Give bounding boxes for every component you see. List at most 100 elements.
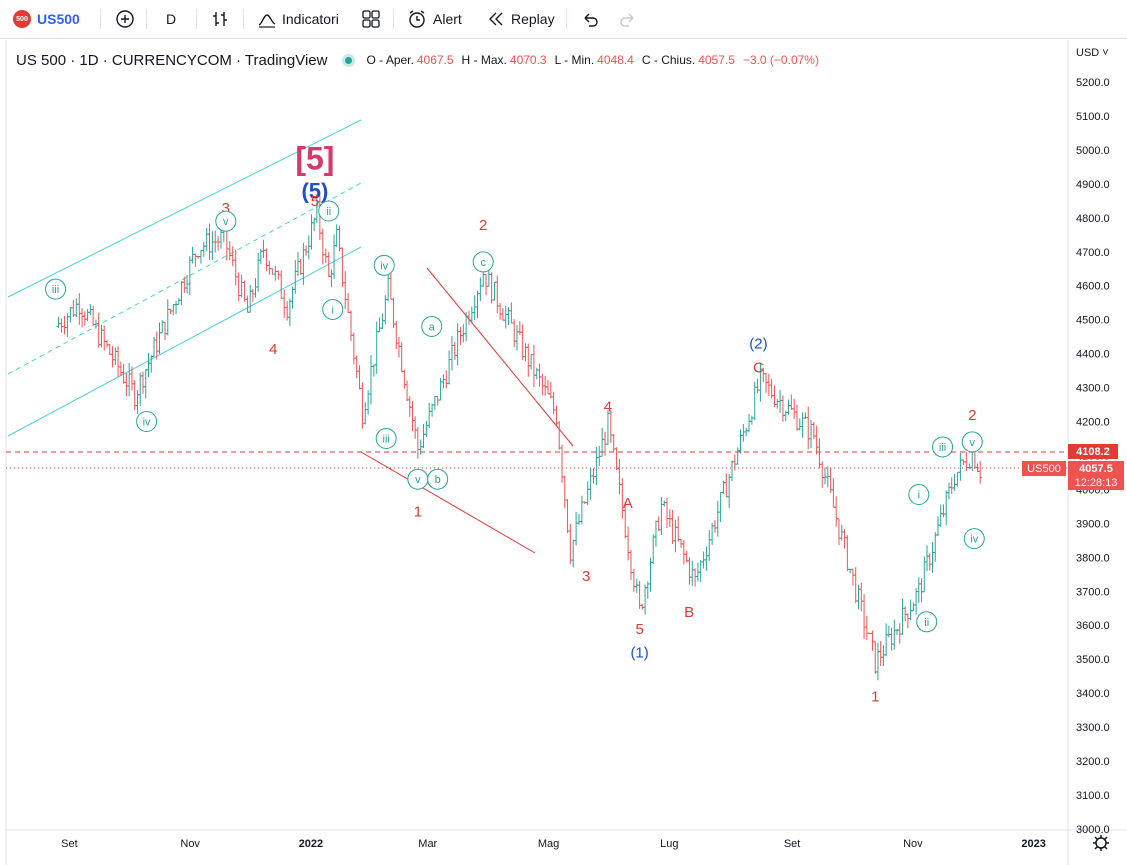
wave-label-circle[interactable] <box>963 528 985 550</box>
symbol-search-button[interactable]: 500 US500 <box>13 6 80 32</box>
price-tick-label: 3500.0 <box>1076 654 1110 666</box>
wave-label-circle[interactable] <box>908 483 930 505</box>
wave-label[interactable]: iv <box>143 417 151 429</box>
wave-label[interactable]: [5] <box>295 141 334 177</box>
wave-label[interactable]: C <box>753 359 764 376</box>
chart-type-button[interactable] <box>210 6 232 32</box>
price-tick-label: 4700.0 <box>1076 247 1110 259</box>
wave-label[interactable]: B <box>684 604 694 621</box>
top-toolbar: 500 US500 D Indicatori Alert Replay <box>0 0 1127 39</box>
market-status-dot[interactable] <box>345 56 353 64</box>
wave-label[interactable]: v <box>970 437 976 449</box>
wave-label[interactable]: iv <box>380 260 388 272</box>
channel-lower-line[interactable] <box>7 246 362 437</box>
wave-label[interactable]: (2) <box>749 336 767 353</box>
wave-label[interactable]: c <box>480 257 486 269</box>
grid-layout-icon <box>362 10 380 28</box>
wave-label[interactable]: iv <box>970 534 978 546</box>
channel-upper-line[interactable] <box>7 119 362 298</box>
wave-label[interactable]: 1 <box>414 504 422 521</box>
chart-settings-button[interactable] <box>1093 835 1109 851</box>
wave-label[interactable]: 4 <box>269 341 277 358</box>
time-tick-label: Set <box>61 838 78 850</box>
wave-label-circle[interactable] <box>136 411 158 432</box>
toolbar-divider <box>566 9 567 29</box>
currency-selector[interactable]: USD ˅ <box>1076 47 1109 59</box>
chart-title[interactable]: US 500 · 1D · CURRENCYCOM · TradingView <box>16 51 328 69</box>
toolbar-divider <box>393 9 394 29</box>
wave-label[interactable]: A <box>623 495 633 512</box>
wave-label[interactable]: 3 <box>582 568 590 585</box>
indicators-button[interactable]: Indicatori <box>256 6 339 32</box>
price-tick-label: 3100.0 <box>1076 790 1110 802</box>
wave-label-circle[interactable] <box>322 298 344 320</box>
price-tick-label: 4900.0 <box>1076 179 1110 191</box>
toolbar-divider <box>243 9 244 29</box>
wave-label[interactable]: 4 <box>604 398 612 415</box>
wave-label-circle[interactable] <box>961 431 983 453</box>
bars-chart-icon <box>213 12 227 26</box>
low-value: 4048.4 <box>597 53 634 67</box>
wave-label[interactable]: 2 <box>968 407 976 424</box>
wave-label[interactable]: 5 <box>635 621 643 638</box>
interval-button[interactable]: D <box>166 6 176 32</box>
elliott-wave-labels[interactable]: [5](5)53viiiii4iviiviiiav1b2c43A5(1)B(2)… <box>45 141 985 706</box>
undo-button[interactable] <box>580 6 600 32</box>
wave-label-circle[interactable] <box>421 315 443 337</box>
compare-symbol-button[interactable] <box>114 6 136 32</box>
toolbar-divider <box>146 9 147 29</box>
wave-label[interactable]: v <box>415 474 421 486</box>
wave-label[interactable]: (1) <box>630 645 648 662</box>
wave-label-circle[interactable] <box>472 251 494 273</box>
time-axis[interactable]: Set Nov 2022 Mar Mag Lug Set Nov 2023 <box>61 838 1046 850</box>
wave-label[interactable]: iii <box>939 442 946 454</box>
change-value: −3.0 (−0.07%) <box>742 53 819 67</box>
price-tick-label: 3800.0 <box>1076 552 1110 564</box>
wave-label-circle[interactable] <box>375 427 397 449</box>
wave-label-circle[interactable] <box>373 254 395 276</box>
price-tick-label: 3300.0 <box>1076 722 1110 734</box>
wave-label[interactable]: v <box>223 216 229 228</box>
wave-label[interactable]: ii <box>326 206 331 218</box>
high-label: H - Max. <box>461 53 507 67</box>
wave-label-circle[interactable] <box>932 436 954 458</box>
plus-circle-icon <box>116 10 134 28</box>
toolbar-divider <box>196 9 197 29</box>
wedge-upper-line[interactable] <box>426 267 574 447</box>
wave-label[interactable]: 5 <box>311 193 319 210</box>
wave-label-circle[interactable] <box>427 468 449 490</box>
time-tick-label: Lug <box>660 838 678 850</box>
wave-label[interactable]: i <box>918 489 920 501</box>
wave-label[interactable]: b <box>435 474 441 486</box>
chart-legend: US 500 · 1D · CURRENCYCOM · TradingView … <box>16 50 827 70</box>
wave-label[interactable]: 2 <box>479 217 487 234</box>
wave-label-circle[interactable] <box>215 210 237 232</box>
low-label: L - Min. <box>554 53 595 67</box>
layouts-button[interactable] <box>360 6 382 32</box>
replay-button[interactable]: Replay <box>486 6 555 32</box>
level-price-label[interactable]: 4108.2 <box>1068 444 1118 459</box>
open-label: O - Aper. <box>366 53 414 67</box>
redo-button[interactable] <box>618 6 638 32</box>
wave-label[interactable]: iii <box>383 433 390 445</box>
wave-label[interactable]: i <box>331 304 333 316</box>
wave-label[interactable]: 1 <box>871 689 879 706</box>
wave-label[interactable]: a <box>429 321 436 333</box>
close-value: 4057.5 <box>698 53 735 67</box>
wave-label-circle[interactable] <box>916 611 938 633</box>
wave-label-circle[interactable] <box>45 278 67 300</box>
wave-label[interactable]: iii <box>52 284 59 296</box>
wave-label[interactable]: 3 <box>222 200 230 217</box>
price-axis[interactable]: 5200.0 5100.0 5000.0 4900.0 4800.0 4700.0 4600… <box>1076 77 1110 836</box>
last-price-label[interactable]: 4057.5 <box>1068 461 1124 476</box>
wave-label[interactable]: (5) <box>301 178 328 203</box>
wave-label[interactable]: ii <box>924 617 929 629</box>
alert-button[interactable]: Alert <box>406 6 462 32</box>
wedge-trendlines[interactable] <box>360 267 574 554</box>
price-tick-label: 4800.0 <box>1076 213 1110 225</box>
currency-label: USD <box>1076 47 1100 59</box>
symbol-price-tag[interactable]: US500 <box>1022 461 1066 476</box>
wedge-lower-line[interactable] <box>360 451 536 554</box>
wave-label-circle[interactable] <box>318 200 340 222</box>
